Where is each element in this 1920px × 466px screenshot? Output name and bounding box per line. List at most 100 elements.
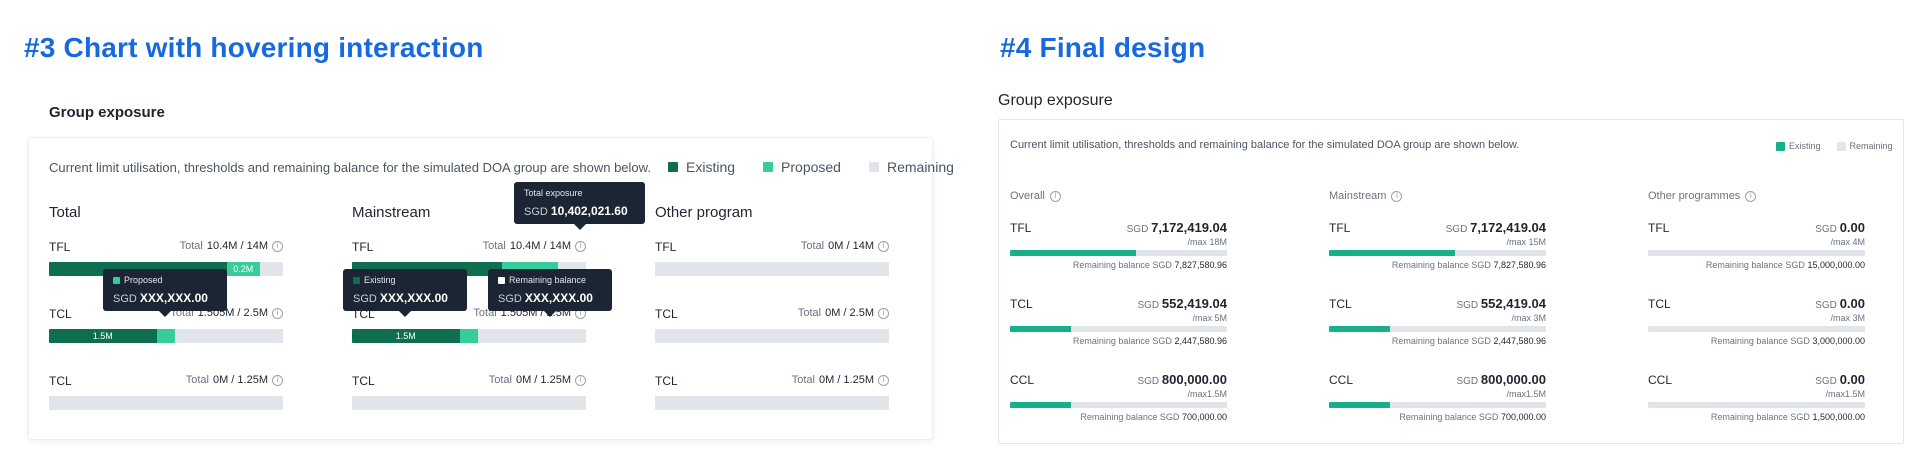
info-icon[interactable]: i bbox=[575, 374, 586, 386]
row-currency: SGD bbox=[1456, 376, 1479, 387]
utilisation-bar[interactable] bbox=[1010, 402, 1227, 408]
row-total-value: 0M / 1.25M bbox=[515, 374, 571, 386]
row-label: CCL bbox=[1329, 373, 1354, 387]
bar-segment-existing[interactable]: 1.5M bbox=[49, 329, 157, 343]
row-label: CCL bbox=[1648, 373, 1673, 387]
utilisation-bar[interactable] bbox=[1329, 250, 1546, 256]
utilisation-bar[interactable] bbox=[1010, 250, 1227, 256]
row-amount: SGD 0.00 bbox=[1705, 296, 1865, 311]
row-remaining-prefix: Remaining balance SGD bbox=[1391, 260, 1491, 270]
group-title-1: Mainstream bbox=[352, 204, 431, 221]
row-label: TFL bbox=[352, 240, 374, 254]
tooltip-caret bbox=[399, 311, 411, 317]
group-exposure-heading: Group exposure bbox=[49, 104, 165, 121]
group-title-0: Total bbox=[49, 204, 81, 221]
row-remaining-value: 7,827,580.96 bbox=[1493, 260, 1546, 270]
tooltip-caret bbox=[544, 311, 556, 317]
utilisation-bar[interactable] bbox=[1648, 326, 1865, 332]
exposure-bar[interactable] bbox=[49, 396, 283, 410]
info-icon[interactable]: i bbox=[878, 374, 889, 386]
info-icon[interactable]: i bbox=[575, 240, 586, 252]
tooltip-total-exposure: Total exposure SGD 10,402,021.60 bbox=[514, 182, 645, 230]
row-total-prefix: Total bbox=[800, 240, 825, 252]
final-group-exposure-card bbox=[998, 119, 1904, 444]
info-icon[interactable]: i bbox=[1391, 190, 1403, 202]
info-icon[interactable]: i bbox=[878, 307, 889, 319]
row-currency: SGD bbox=[1815, 376, 1837, 387]
tooltip-total-exposure-currency: SGD bbox=[524, 206, 548, 218]
row-total-value: 10.4M / 14M bbox=[509, 240, 571, 252]
row-label: TCL bbox=[1648, 297, 1671, 311]
row-remaining: Remaining balance SGD 7,827,580.96 bbox=[1306, 260, 1546, 270]
exposure-bar[interactable] bbox=[655, 329, 889, 343]
tooltip-remaining: Remaining balance SGD XXX,XXX.00 bbox=[488, 269, 612, 317]
row-total: Total 0M / 1.25M i bbox=[735, 374, 889, 386]
section-title-hover: #3 Chart with hovering interaction bbox=[24, 32, 484, 63]
row-amount-value: 0.00 bbox=[1839, 372, 1865, 387]
bar-segment-existing[interactable]: 1.5M bbox=[352, 329, 460, 343]
info-icon[interactable]: i bbox=[272, 374, 283, 386]
legend: Existing Proposed Remaining bbox=[668, 159, 954, 175]
utilisation-bar[interactable] bbox=[1329, 326, 1546, 332]
description: Current limit utilisation, thresholds an… bbox=[49, 160, 651, 175]
column-title-label: Mainstream bbox=[1329, 190, 1387, 202]
row-remaining-prefix: Remaining balance SGD bbox=[1710, 412, 1810, 422]
row-max: /max 5M bbox=[1192, 313, 1227, 323]
utilisation-bar[interactable] bbox=[1648, 250, 1865, 256]
utilisation-bar[interactable] bbox=[1010, 326, 1227, 332]
row-max: /max 4M bbox=[1830, 237, 1865, 247]
exposure-bar[interactable] bbox=[352, 396, 586, 410]
row-remaining-prefix: Remaining balance SGD bbox=[1705, 260, 1805, 270]
legend-label-proposed: Proposed bbox=[781, 159, 841, 175]
info-icon[interactable]: i bbox=[1745, 190, 1757, 202]
utilisation-bar[interactable] bbox=[1329, 402, 1546, 408]
exposure-bar[interactable] bbox=[655, 262, 889, 276]
utilisation-bar[interactable] bbox=[1648, 402, 1865, 408]
exposure-bar[interactable] bbox=[655, 396, 889, 410]
row-remaining-prefix: Remaining balance SGD bbox=[1080, 412, 1180, 422]
section-title-final: #4 Final design bbox=[1000, 32, 1206, 63]
legend-label-remaining: Remaining bbox=[886, 159, 954, 175]
tooltip-proposed: Proposed SGD XXX,XXX.00 bbox=[103, 269, 227, 317]
row-amount-value: 7,172,419.04 bbox=[1470, 220, 1546, 235]
row-amount-value: 0.00 bbox=[1839, 220, 1865, 235]
row-amount: SGD 800,000.00 bbox=[1067, 372, 1227, 387]
bar-segment-proposed[interactable]: 0.2M bbox=[226, 262, 260, 276]
row-total: Total 0M / 2.5M i bbox=[735, 307, 889, 319]
row-max: /max 3M bbox=[1511, 313, 1546, 323]
bar-segment-proposed[interactable] bbox=[156, 329, 176, 343]
column-title-0: Overall i bbox=[1010, 190, 1061, 202]
info-icon[interactable]: i bbox=[1049, 190, 1061, 202]
row-remaining: Remaining balance SGD 7,827,580.96 bbox=[987, 260, 1227, 270]
final-legend-swatch-remaining bbox=[1836, 141, 1846, 151]
row-currency: SGD bbox=[1456, 300, 1479, 311]
info-icon[interactable]: i bbox=[272, 240, 283, 252]
row-remaining: Remaining balance SGD 700,000.00 bbox=[1306, 412, 1546, 422]
tooltip-existing-swatch bbox=[353, 276, 360, 284]
row-label: TCL bbox=[655, 307, 678, 321]
row-label: TFL bbox=[49, 240, 71, 254]
row-remaining-value: 7,827,580.96 bbox=[1174, 260, 1227, 270]
tooltip-remaining-currency: SGD bbox=[498, 293, 522, 305]
exposure-bar[interactable]: 1.5M bbox=[352, 329, 586, 343]
tooltip-caret bbox=[573, 224, 586, 230]
column-title-label: Other programmes bbox=[1648, 190, 1741, 202]
row-total-prefix: Total bbox=[179, 240, 203, 252]
info-icon[interactable]: i bbox=[272, 307, 283, 319]
tooltip-total-exposure-value: 10,402,021.60 bbox=[550, 204, 628, 218]
bar-segment-proposed[interactable] bbox=[459, 329, 479, 343]
row-label: TCL bbox=[49, 307, 72, 321]
utilisation-bar-fill bbox=[1329, 250, 1455, 256]
tooltip-existing-title: Existing bbox=[364, 275, 396, 285]
row-total-prefix: Total bbox=[488, 374, 512, 386]
row-label: TFL bbox=[655, 240, 677, 254]
tooltip-caret bbox=[159, 311, 171, 317]
column-title-2: Other programmes i bbox=[1648, 190, 1757, 202]
row-remaining: Remaining balance SGD 1,500,000.00 bbox=[1625, 412, 1865, 422]
info-icon[interactable]: i bbox=[878, 240, 889, 252]
final-description: Current limit utilisation, thresholds an… bbox=[1010, 139, 1520, 151]
exposure-bar[interactable]: 1.5M bbox=[49, 329, 283, 343]
legend-swatch-remaining bbox=[868, 162, 879, 172]
row-label: TCL bbox=[1010, 297, 1033, 311]
legend-label-existing: Existing bbox=[686, 159, 736, 175]
